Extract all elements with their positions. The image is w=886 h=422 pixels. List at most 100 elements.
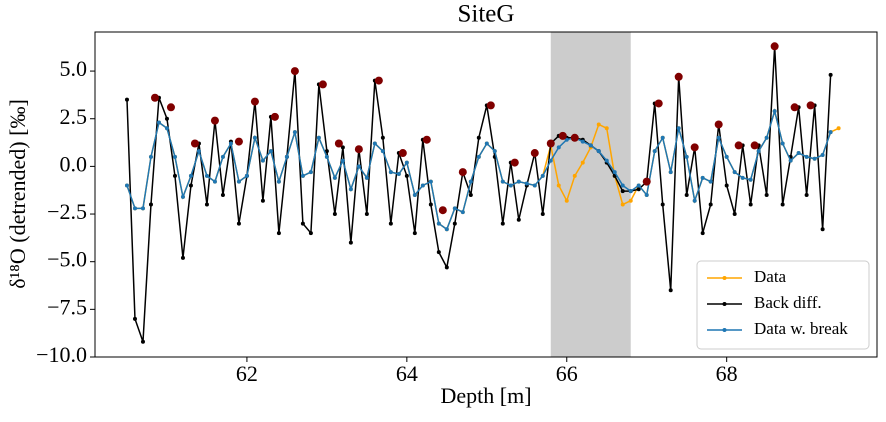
peak-marker: [318, 80, 327, 89]
series-marker: [716, 135, 721, 140]
series-marker: [380, 135, 385, 140]
peak-marker: [714, 120, 723, 129]
peak-marker: [530, 149, 539, 158]
series-marker: [140, 339, 145, 344]
series-marker: [556, 183, 561, 188]
series-marker: [132, 316, 137, 321]
series-marker: [172, 154, 177, 159]
peak-marker: [458, 168, 467, 177]
peak-marker: [558, 131, 567, 140]
series-marker: [516, 179, 521, 184]
series-marker: [444, 265, 449, 270]
series-marker: [500, 179, 505, 184]
peak-marker: [374, 76, 383, 85]
series-marker: [476, 154, 481, 159]
series-marker: [124, 183, 129, 188]
series-marker: [164, 126, 169, 131]
series-marker: [156, 120, 161, 125]
y-tick-label: 5.0: [60, 56, 88, 81]
series-marker: [356, 164, 361, 169]
series-marker: [372, 141, 377, 146]
legend-label: Data: [754, 267, 787, 286]
peak-marker: [770, 42, 779, 51]
series-marker: [452, 206, 457, 211]
x-tick-label: 62: [236, 361, 258, 386]
series-marker: [180, 194, 185, 199]
series-marker: [812, 156, 817, 161]
series-marker: [332, 175, 337, 180]
series-marker: [700, 175, 705, 180]
series-marker: [604, 126, 609, 131]
series-marker: [668, 288, 673, 293]
series-marker: [412, 231, 417, 236]
series-marker: [524, 181, 529, 186]
series-marker: [636, 187, 641, 192]
series-marker: [420, 183, 425, 188]
series-marker: [228, 141, 233, 146]
x-tick-label: 64: [396, 361, 418, 386]
legend-label: Back diff.: [754, 293, 822, 312]
series-marker: [276, 231, 281, 236]
series-marker: [428, 179, 433, 184]
peak-marker: [790, 103, 799, 112]
series-marker: [724, 154, 729, 159]
series-marker: [516, 217, 521, 222]
series-marker: [212, 179, 217, 184]
series-marker: [308, 170, 313, 175]
series-marker: [660, 135, 665, 140]
series-marker: [300, 221, 305, 226]
series-marker: [588, 143, 593, 148]
series-marker: [388, 221, 393, 226]
series-marker: [620, 202, 625, 207]
series-marker: [404, 160, 409, 165]
series-marker: [620, 189, 625, 194]
series-marker: [332, 212, 337, 217]
series-marker: [796, 151, 801, 156]
legend-label: Data w. break: [754, 319, 848, 338]
series-marker: [564, 137, 569, 142]
peak-marker: [690, 143, 699, 152]
series-marker: [404, 173, 409, 178]
y-tick-label: −2.5: [47, 199, 87, 224]
peak-marker: [270, 112, 279, 121]
peak-marker: [398, 149, 407, 158]
series-marker: [148, 202, 153, 207]
series-marker: [644, 192, 649, 197]
series-marker: [732, 170, 737, 175]
series-marker: [428, 202, 433, 207]
series-marker: [820, 227, 825, 232]
series-marker: [412, 192, 417, 197]
series-marker: [276, 179, 281, 184]
series-marker: [764, 192, 769, 197]
peak-marker: [510, 158, 519, 167]
peak-marker: [250, 97, 259, 106]
series-marker: [828, 130, 833, 135]
series-marker: [444, 227, 449, 232]
series-marker: [540, 173, 545, 178]
series-marker: [292, 130, 297, 135]
series-marker: [164, 116, 169, 121]
series-marker: [364, 175, 369, 180]
peak-marker: [334, 139, 343, 148]
series-marker: [340, 145, 345, 150]
series-marker: [636, 183, 641, 188]
series-marker: [172, 173, 177, 178]
peak-marker: [438, 206, 447, 215]
series-marker: [396, 172, 401, 177]
series-marker: [204, 202, 209, 207]
series-marker: [180, 255, 185, 260]
series-marker: [268, 149, 273, 154]
series-marker: [260, 198, 265, 203]
peak-marker: [290, 67, 299, 76]
series-marker: [460, 210, 465, 215]
peak-marker: [806, 101, 815, 110]
series-marker: [804, 192, 809, 197]
y-axis-label: δ¹⁸O (detrended) [‰]: [5, 99, 30, 289]
x-tick-label: 66: [556, 361, 578, 386]
series-marker: [188, 183, 193, 188]
peak-marker: [674, 72, 683, 81]
series-marker: [724, 183, 729, 188]
series-marker: [572, 173, 577, 178]
series-marker: [604, 158, 609, 163]
series-marker: [676, 126, 681, 131]
